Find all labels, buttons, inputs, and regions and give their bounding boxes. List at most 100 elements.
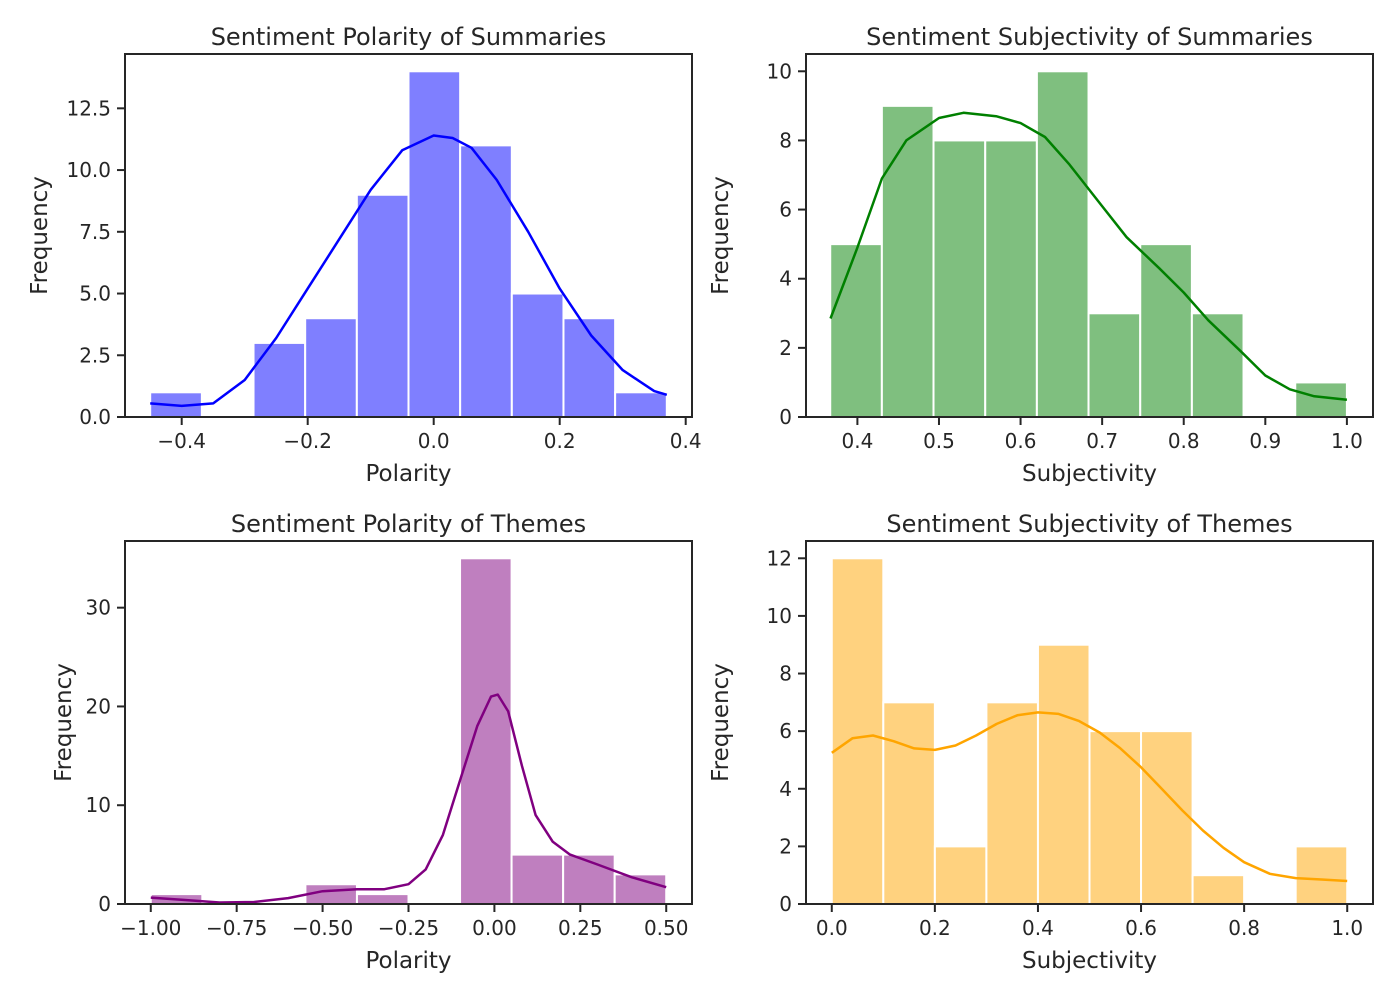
y-tick-label: 5.0 [79,282,111,306]
y-tick-label: 0 [779,405,792,429]
y-tick-label: 2.5 [79,343,111,367]
kde-line [150,693,667,904]
histogram-bar [1294,845,1349,906]
x-tick-label: 0.4 [670,429,702,453]
y-tick-label: 2 [779,336,792,360]
y-tick-label: 10 [767,59,792,83]
x-tick-label: 0.7 [1086,429,1118,453]
chart-title: Sentiment Subjectivity of Summaries [866,23,1313,51]
y-tick-label: 4 [779,777,792,801]
y-tick-label: 7.5 [79,220,111,244]
x-tick-label: 0.4 [1022,916,1054,940]
y-axis-label: Frequency [27,176,53,295]
x-tick-label: 0.2 [544,429,576,453]
chart-title: Sentiment Polarity of Summaries [211,23,607,51]
y-tick-label: 20 [86,694,111,718]
x-axis-label: Subjectivity [1022,948,1157,974]
y-tick-label: 12 [767,546,792,570]
histogram-bar [882,701,936,905]
chart-title: Sentiment Subjectivity of Themes [886,510,1292,538]
histogram-bar [407,70,462,419]
histogram-bar [304,317,358,418]
y-tick-label: 4 [779,267,792,291]
y-tick-label: 0 [98,892,111,916]
x-tick-label: 0.25 [558,916,603,940]
x-tick-label: 0.4 [841,429,873,453]
y-tick-label: 30 [86,596,111,620]
y-tick-label: 0.0 [79,405,111,429]
x-axis-label: Subjectivity [1022,461,1157,487]
x-tick-label: −0.4 [157,429,206,453]
y-tick-label: 8 [779,128,792,152]
y-tick-label: 0 [779,892,792,916]
axes-frame [124,540,693,905]
y-tick-label: 10 [767,604,792,628]
y-axis-label: Frequency [51,663,77,782]
subplot-3: −1.00 −0.75 −0.50 −0.25 0.00 0.25 0.50 0 10 20 30 S… [51,510,693,974]
axes-frame [805,53,1374,418]
histogram-bar [355,193,410,418]
y-tick-label: 6 [779,719,792,743]
x-tick-label: 1.0 [1331,916,1363,940]
histogram-bar [1140,730,1194,906]
histogram-bar [614,391,668,418]
histogram-bar [830,557,885,905]
x-tick-label: 0.8 [1168,429,1200,453]
y-tick-label: 12.5 [66,96,111,120]
histogram-bar [252,341,307,418]
histogram-bar [1088,730,1143,906]
x-tick-label: 0.8 [1228,916,1260,940]
histogram-bar [1035,70,1090,419]
axes-frame [805,540,1374,905]
x-tick-label: −0.2 [283,429,332,453]
histogram-bar [985,701,1039,905]
y-tick-label: 2 [779,834,792,858]
histogram-bar [355,893,410,905]
histogram-bar [984,139,1038,419]
x-tick-label: 0.0 [816,916,848,940]
y-tick-label: 6 [779,198,792,222]
y-tick-label: 10.0 [66,158,111,182]
y-tick-label: 10 [86,793,111,817]
x-tick-label: 1.0 [1331,429,1363,453]
histogram-bar [933,845,988,906]
histogram-bar [459,144,513,418]
x-tick-label: 0.0 [418,429,450,453]
chart-title: Sentiment Polarity of Themes [231,510,586,538]
y-axis-label: Frequency [708,663,734,782]
histogram-bar [510,853,565,905]
histogram-bar [1087,312,1142,418]
x-tick-label: 0.2 [919,916,951,940]
y-axis-label: Frequency [708,176,734,295]
histogram-bar [1191,874,1246,906]
subplot-4: 0.0 0.2 0.4 0.6 0.8 1.0 0 2 4 6 8 10 12 Sentiment Sub… [708,510,1374,974]
histogram-bar [562,853,616,905]
histogram-bar [829,243,883,418]
x-tick-label: −1.00 [120,916,181,940]
subplot-1: −0.4 −0.2 0.0 0.2 0.4 0.0 2.5 5.0 7.5 10.0 12.5 Sen… [27,23,702,487]
histogram-bar [459,557,513,905]
histogram-bar [1036,643,1091,905]
histogram-bar [1139,243,1193,418]
kde-line [150,134,668,408]
x-tick-label: −0.50 [292,916,353,940]
x-tick-label: 0.6 [1125,916,1157,940]
histogram-bar [510,292,565,418]
histogram-bar [880,104,935,418]
x-tick-label: −0.25 [378,916,439,940]
x-axis-label: Polarity [365,948,451,974]
x-tick-label: 0.6 [1005,429,1037,453]
x-axis-label: Polarity [365,461,451,487]
subplot-2: 0.4 0.5 0.6 0.7 0.8 0.9 1.0 0 2 4 6 8 10 Sentiment Su… [708,23,1374,487]
x-tick-label: 0.9 [1249,429,1281,453]
axes-frame [124,53,693,418]
kde-line [831,711,1348,883]
histogram-bar [932,139,987,419]
x-tick-label: 0.5 [923,429,955,453]
x-tick-label: 0.00 [472,916,517,940]
x-tick-label: 0.50 [644,916,689,940]
y-tick-label: 8 [779,662,792,686]
x-tick-label: −0.75 [206,916,267,940]
kde-line [829,111,1348,401]
